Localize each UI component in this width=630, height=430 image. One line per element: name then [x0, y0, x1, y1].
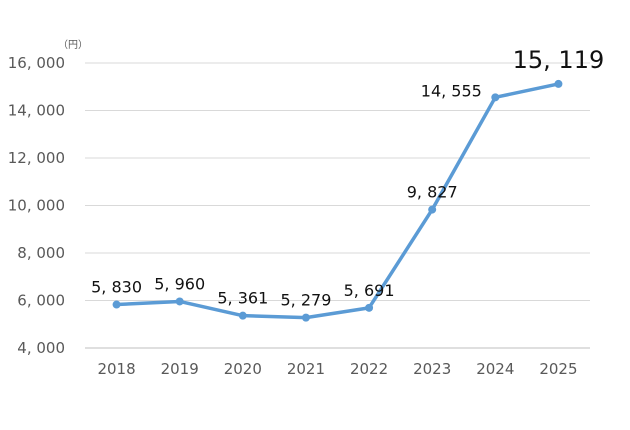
- gridlines: [85, 62, 590, 301]
- data-point: [491, 93, 500, 102]
- series-line-layer: [112, 79, 563, 322]
- data-point: [112, 300, 121, 309]
- x-tick-label: 2018: [97, 360, 135, 378]
- data-label: 5, 691: [344, 281, 395, 300]
- y-tick-label: 12, 000: [8, 149, 65, 167]
- x-tick-label: 2023: [413, 360, 451, 378]
- data-point: [428, 205, 437, 214]
- y-tick-label: 4, 000: [17, 339, 65, 357]
- data-label: 5, 361: [217, 289, 268, 308]
- y-tick-label: 16, 000: [8, 54, 65, 72]
- y-tick-label: 14, 000: [8, 102, 65, 120]
- data-point: [238, 311, 247, 320]
- data-label: 5, 960: [154, 274, 205, 293]
- data-point: [175, 297, 184, 306]
- series-line: [114, 82, 561, 320]
- x-tick-label: 2020: [224, 360, 262, 378]
- y-tick-label: 10, 000: [8, 197, 65, 215]
- x-tick-label: 2022: [350, 360, 388, 378]
- data-label: 14, 555: [421, 81, 482, 100]
- x-tick-label: 2025: [539, 360, 577, 378]
- data-point: [365, 303, 374, 312]
- data-point: [554, 79, 563, 88]
- x-tick-label: 2019: [161, 360, 199, 378]
- x-tick-label: 2024: [476, 360, 514, 378]
- y-axis-unit-label: （円）: [58, 39, 88, 51]
- data-label: 15, 119: [513, 46, 605, 74]
- data-labels: 5, 830 5, 960 5, 361 5, 279 5, 691 9, 827 14, …: [91, 46, 604, 310]
- data-point: [301, 313, 310, 322]
- y-tick-label: 6, 000: [17, 292, 65, 310]
- y-tick-label: 8, 000: [17, 244, 65, 262]
- data-label: 5, 830: [91, 278, 142, 297]
- data-label: 5, 279: [280, 291, 331, 310]
- data-label: 9, 827: [407, 183, 458, 202]
- x-tick-label: 2021: [287, 360, 325, 378]
- axes: 4, 000 6, 000 8, 000 10, 000 12, 000 14, 000 1…: [8, 54, 590, 378]
